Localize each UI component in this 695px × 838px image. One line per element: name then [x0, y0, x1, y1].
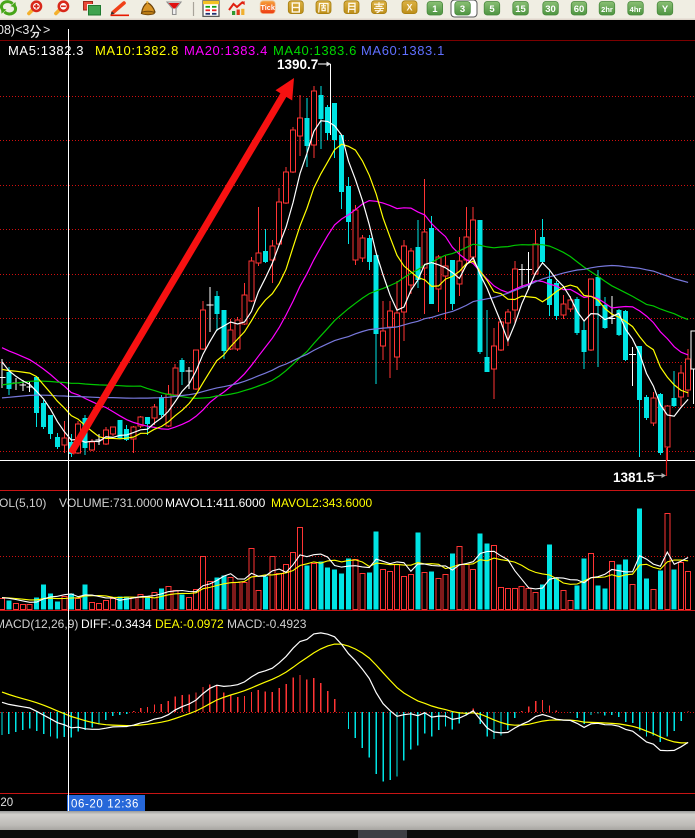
- svg-text:X: X: [406, 2, 412, 12]
- svg-text:MA60:1383.1: MA60:1383.1: [361, 43, 445, 58]
- svg-text:1390.7: 1390.7: [277, 57, 318, 72]
- svg-text:06-20 12:36: 06-20 12:36: [71, 799, 139, 811]
- svg-text:DIFF:-0.3434: DIFF:-0.3434: [81, 617, 152, 631]
- svg-text:Tick: Tick: [260, 3, 275, 12]
- svg-text:>: >: [43, 23, 50, 37]
- svg-text:3: 3: [460, 4, 465, 15]
- svg-text:820: 820: [0, 797, 13, 809]
- svg-text:1381.5: 1381.5: [613, 470, 655, 485]
- svg-text:5: 5: [489, 4, 495, 15]
- svg-text:15: 15: [515, 4, 526, 15]
- svg-text:MA20:1383.4: MA20:1383.4: [184, 43, 268, 58]
- svg-text:MA10:1382.8: MA10:1382.8: [95, 43, 179, 58]
- svg-text:MA40:1383.6: MA40:1383.6: [273, 43, 357, 58]
- svg-text:2hr: 2hr: [601, 5, 613, 14]
- svg-text:MAVOL2:343.6000: MAVOL2:343.6000: [271, 496, 373, 510]
- svg-text:MACD(12,26,9): MACD(12,26,9): [0, 617, 78, 631]
- svg-text:60: 60: [574, 4, 585, 15]
- svg-text:MACD:-0.4923: MACD:-0.4923: [227, 617, 307, 631]
- svg-text:VOLUME:731.0000: VOLUME:731.0000: [59, 496, 163, 510]
- svg-text:4hr: 4hr: [630, 5, 642, 14]
- svg-text:30: 30: [545, 4, 556, 15]
- svg-text:DEA:-0.0972: DEA:-0.0972: [155, 617, 224, 631]
- svg-text:08)<3: 08)<3: [0, 23, 29, 37]
- svg-text:MAVOL1:411.6000: MAVOL1:411.6000: [165, 496, 266, 510]
- svg-text:MA5:1382.3: MA5:1382.3: [8, 43, 84, 58]
- svg-text:Y: Y: [662, 4, 669, 15]
- svg-text:VOL(5,10): VOL(5,10): [0, 496, 46, 510]
- svg-text:1: 1: [432, 4, 438, 15]
